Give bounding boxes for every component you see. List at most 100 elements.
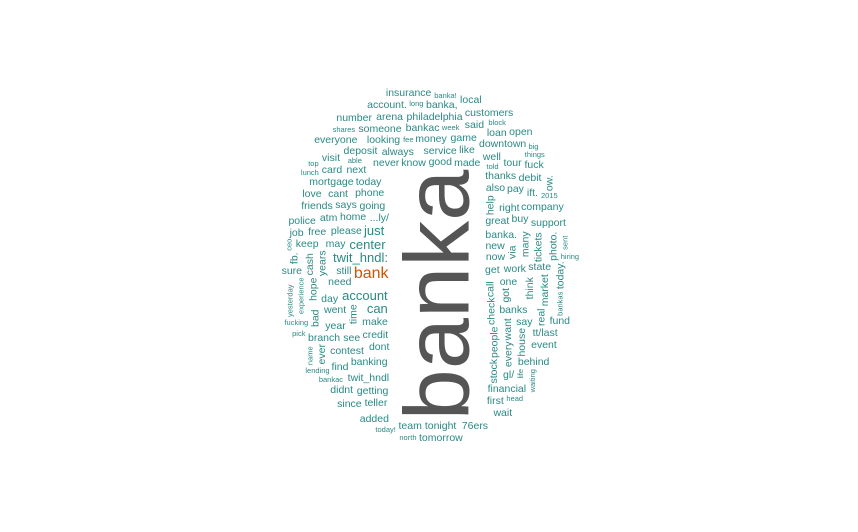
cloud-word: always [381, 145, 414, 158]
cloud-word: arena [376, 110, 404, 123]
cloud-word: love [302, 187, 322, 200]
cloud-word: open [509, 125, 533, 138]
cloud-word: head [506, 394, 524, 404]
cloud-word: via [506, 245, 519, 259]
cloud-word: get [485, 264, 500, 277]
cloud-word: since [337, 397, 362, 410]
cloud-word: sent [560, 235, 569, 250]
cloud-word: looking [366, 133, 401, 146]
cloud-word: teller [364, 397, 388, 410]
cloud-word: police [288, 214, 316, 227]
cloud-word: right [499, 202, 520, 215]
cloud-word: banka [385, 169, 488, 421]
cloud-word: experience [296, 277, 306, 315]
cloud-word: lunch [300, 167, 319, 177]
cloud-word: now [485, 250, 506, 263]
cloud-word: company [521, 200, 564, 213]
cloud-word: team [398, 420, 422, 433]
cloud-word: job [289, 226, 304, 239]
cloud-word: banking [350, 356, 388, 369]
cloud-word: got [500, 288, 513, 303]
cloud-word: made [454, 157, 481, 170]
cloud-word: twit_hndl: [333, 250, 388, 266]
cloud-word: dont [368, 341, 390, 354]
cloud-word: 76ers [461, 420, 489, 433]
cloud-word: north [399, 433, 417, 443]
cloud-word: thanks [485, 170, 517, 183]
cloud-word: support [530, 217, 566, 230]
cloud-word: sure [281, 265, 302, 278]
cloud-word: 2015 [541, 190, 558, 200]
cloud-word: fee [403, 135, 414, 145]
cloud-word: top [308, 159, 319, 169]
cloud-word: home [340, 210, 367, 223]
cloud-word: philadelphia [406, 110, 463, 123]
cloud-word: one [499, 276, 518, 289]
cloud-word: downtown [478, 138, 527, 151]
cloud-word: tickets [532, 232, 545, 263]
cloud-word: check [485, 297, 498, 326]
cloud-word: bankas [555, 291, 565, 316]
cloud-word: visit [321, 151, 341, 164]
cloud-word: day [321, 292, 339, 305]
cloud-word: good [428, 156, 452, 169]
cloud-word: banka! [434, 90, 457, 100]
cloud-word: lending [305, 366, 330, 376]
cloud-word: next [346, 164, 367, 177]
cloud-word: need [328, 276, 352, 289]
cloud-word: real [535, 308, 548, 326]
cloud-word: mortgage [309, 175, 354, 188]
cloud-word: want [501, 317, 514, 341]
cloud-word: insurance [385, 87, 432, 100]
cloud-word: went [323, 304, 347, 317]
cloud-word: can [366, 301, 388, 317]
cloud-word: said [464, 118, 485, 131]
cloud-word: twit_hndl [347, 372, 390, 385]
cloud-word: debit [518, 171, 542, 184]
cloud-word: told [486, 162, 499, 172]
cloud-word: also [485, 181, 506, 194]
cloud-word: service [423, 144, 457, 157]
cloud-word: think [523, 276, 536, 300]
cloud-word: market [538, 273, 551, 307]
cloud-word: just [364, 223, 385, 239]
cloud-word: today! [375, 425, 396, 435]
cloud-word: work [503, 263, 526, 276]
cloud-word: every [502, 341, 515, 368]
cloud-word: block [488, 118, 506, 128]
cloud-word: fund [549, 314, 571, 327]
cloud-word: pay [506, 183, 524, 196]
cloud-word: account [342, 287, 388, 303]
cloud-word: ever [316, 343, 329, 365]
cloud-word: help [484, 195, 497, 216]
cloud-word: event [531, 338, 557, 351]
cloud-word: tonight [424, 420, 457, 433]
cloud-word: deposit [343, 144, 378, 157]
cloud-word: buy [511, 213, 529, 226]
cloud-word: well [482, 150, 501, 163]
cloud-word: like [459, 143, 475, 156]
cloud-word: bank [353, 264, 389, 282]
cloud-word: loan [486, 126, 507, 139]
cloud-word: year [325, 320, 346, 332]
cloud-word: state [528, 261, 552, 274]
cloud-word: financial [487, 383, 527, 396]
cloud-word: able [347, 155, 362, 165]
cloud-word: fb. [288, 252, 301, 264]
cloud-word: wait [493, 406, 513, 419]
cloud-word: banka. [485, 228, 517, 241]
cloud-word: money [415, 133, 447, 146]
cloud-word: game [450, 131, 477, 144]
cloud-word: never [373, 156, 400, 169]
cloud-word: phone [355, 187, 385, 200]
cloud-word: things [524, 150, 545, 160]
cloud-word: name [305, 346, 315, 366]
cloud-word: atm [319, 211, 338, 224]
cloud-word: fuck [524, 159, 544, 172]
cloud-word: cash [303, 253, 316, 276]
cloud-word: credit [362, 328, 389, 341]
cloud-word: life [516, 369, 526, 379]
cloud-word: center [349, 236, 386, 252]
cloud-word: years [316, 250, 329, 277]
